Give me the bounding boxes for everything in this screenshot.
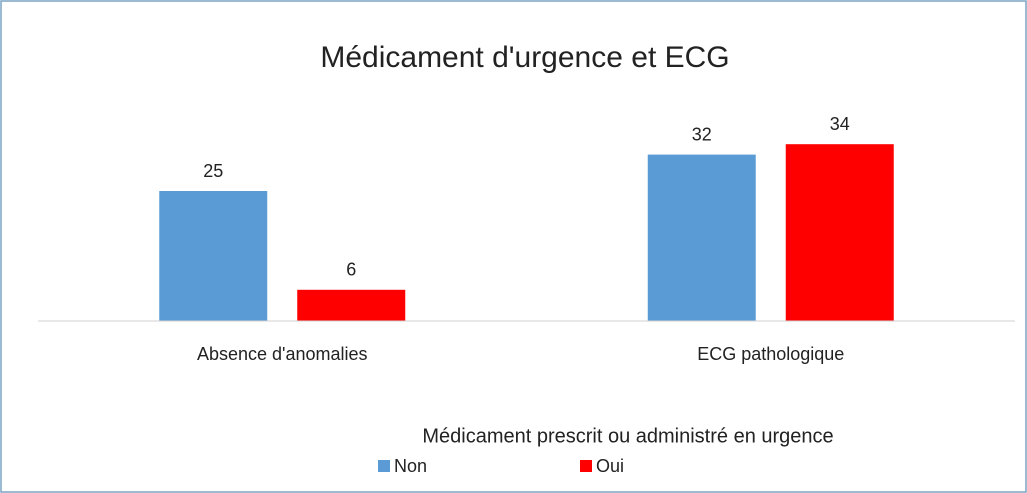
data-label: 25 [203, 161, 223, 181]
x-tick-label: ECG pathologique [697, 344, 844, 364]
x-tick-label: Absence d'anomalies [197, 344, 368, 364]
legend-label: Non [394, 456, 427, 476]
legend-swatch [580, 460, 592, 472]
legend-swatch [378, 460, 390, 472]
data-label: 6 [346, 260, 356, 280]
bar [647, 154, 756, 321]
data-label: 32 [692, 124, 712, 144]
legend-title: Médicament prescrit ou administré en urg… [422, 425, 833, 447]
bar [159, 191, 268, 321]
bar [297, 289, 406, 321]
legend-label: Oui [596, 456, 624, 476]
data-label: 34 [830, 114, 850, 134]
bar [785, 144, 894, 321]
chart-title: Médicament d'urgence et ECG [320, 41, 729, 74]
